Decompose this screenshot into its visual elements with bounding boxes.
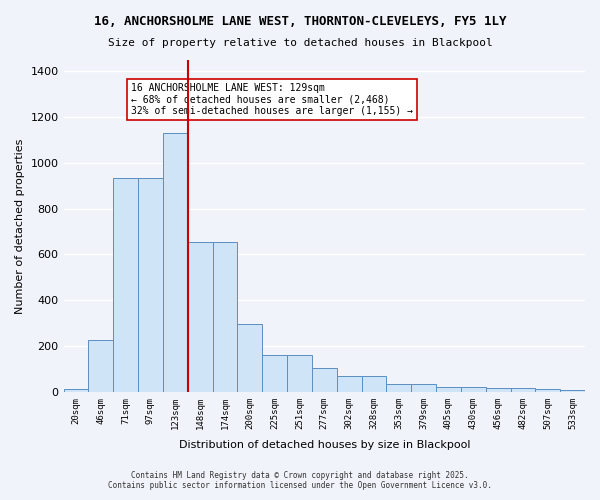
Bar [138, 178, 163, 392]
Bar [88, 340, 113, 392]
Bar [411, 384, 436, 392]
Bar [436, 387, 461, 392]
Bar [262, 355, 287, 392]
Bar [386, 384, 411, 392]
Y-axis label: Number of detached properties: Number of detached properties [15, 138, 25, 314]
Bar [535, 390, 560, 392]
Bar [337, 376, 362, 392]
Bar [188, 242, 212, 392]
Text: 16 ANCHORSHOLME LANE WEST: 129sqm
← 68% of detached houses are smaller (2,468)
3: 16 ANCHORSHOLME LANE WEST: 129sqm ← 68% … [131, 83, 413, 116]
X-axis label: Distribution of detached houses by size in Blackpool: Distribution of detached houses by size … [179, 440, 470, 450]
Bar [287, 355, 312, 392]
Bar [461, 387, 485, 392]
Bar [560, 390, 585, 392]
Bar [64, 389, 88, 392]
Bar [113, 178, 138, 392]
Bar [163, 133, 188, 392]
Bar [362, 376, 386, 392]
Bar [511, 388, 535, 392]
Text: Size of property relative to detached houses in Blackpool: Size of property relative to detached ho… [107, 38, 493, 48]
Bar [212, 242, 238, 392]
Text: Contains HM Land Registry data © Crown copyright and database right 2025.
Contai: Contains HM Land Registry data © Crown c… [108, 470, 492, 490]
Bar [238, 324, 262, 392]
Bar [312, 368, 337, 392]
Bar [485, 388, 511, 392]
Text: 16, ANCHORSHOLME LANE WEST, THORNTON-CLEVELEYS, FY5 1LY: 16, ANCHORSHOLME LANE WEST, THORNTON-CLE… [94, 15, 506, 28]
